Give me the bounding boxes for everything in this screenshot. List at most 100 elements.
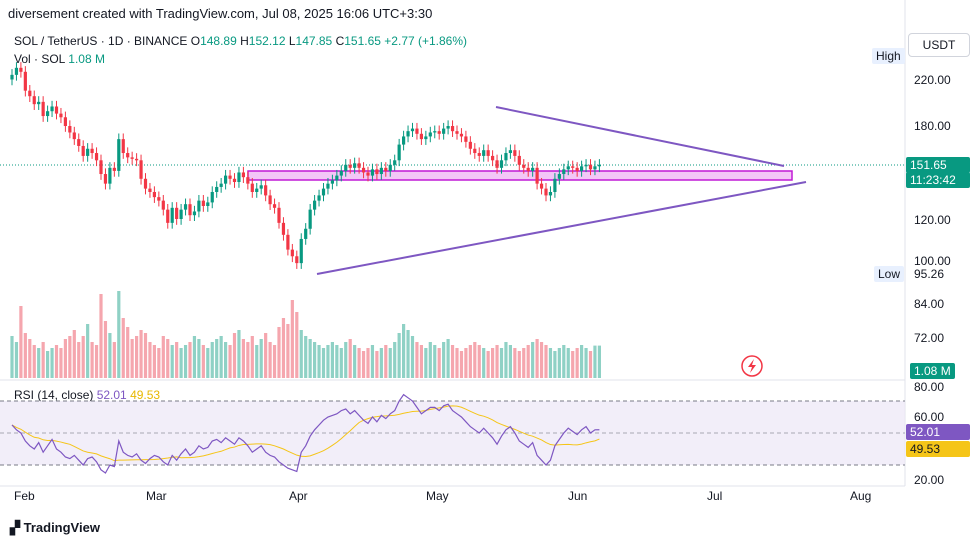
volume-bar [486,351,490,378]
volume-bar [308,339,312,378]
open-label: O [190,34,201,48]
volume-bar [450,345,455,378]
volume-bar [86,324,90,378]
volume-bar [526,345,530,378]
candle-body [152,191,156,198]
candle-body [148,188,152,192]
volume-bar [593,345,597,378]
volume-bar [508,345,512,378]
candle-body [10,74,14,80]
candle-body [455,131,459,134]
candle-body [19,67,23,72]
candle-body [593,166,597,170]
support-zone-box[interactable] [247,170,793,181]
countdown-tag: 11:23:42 [906,172,970,188]
candle-body [54,106,59,114]
low-value: 147.85 [295,34,333,48]
volume-bar [152,345,156,378]
candle-body [143,178,148,189]
candle-body [23,71,27,91]
volume-bar [539,342,544,378]
volume-bar [250,336,254,378]
candle-body [580,166,584,171]
candle-body [535,167,539,184]
candle-body [353,163,357,168]
volume-bar [517,351,521,378]
price-axis-label: 220.00 [914,73,951,87]
candle-body [72,132,76,140]
candle-body [59,113,63,118]
volume-bar [375,351,379,378]
upper-trendline[interactable] [495,106,785,167]
candle-body [575,167,579,171]
volume-bar [103,321,108,378]
candle-body [268,195,272,205]
rsi-label[interactable]: RSI (14, close) [14,388,94,402]
volume-bar [54,345,59,378]
candle-body [415,128,419,134]
candle-body [348,164,352,168]
volume-bar [237,330,241,378]
candle-body [94,153,99,161]
time-axis-label: Jun [568,489,588,503]
candle-body [201,200,205,206]
volume-bar [161,336,165,378]
rsi-lines [11,393,600,474]
candle-body [321,188,326,196]
volume-bar [535,339,539,378]
volume-bar [246,342,250,378]
currency-button[interactable]: USDT [908,33,970,57]
tradingview-logo[interactable]: ▞ TradingView [10,520,100,536]
candle-body [232,178,237,183]
lightning-alert-icon[interactable] [741,355,763,377]
volume-bar [571,351,575,378]
lower-trendline[interactable] [316,181,807,275]
candle-body [192,211,197,216]
candle-body [375,169,379,175]
price-axis-label: 72.00 [914,331,945,345]
volume-bar [255,345,259,378]
volume-bar [366,348,370,378]
volume-bar [117,291,121,378]
symbol-name[interactable]: SOL / TetherUS · 1D · BINANCE [14,34,188,48]
volume-bar [192,336,197,378]
volume-bar [317,345,321,378]
candle-body [508,150,512,154]
volume-bar [130,339,134,378]
volume-bar [402,324,406,378]
volume-label[interactable]: Vol · SOL [14,52,65,66]
rsi-line [11,393,600,474]
volume-bar [482,348,486,378]
volume-bar [77,342,81,378]
volume-bar [499,348,504,378]
volume-bar [433,345,437,378]
volume-bar [580,345,584,378]
candle-body [228,175,232,179]
volume-tag: 1.08 M [910,363,955,379]
close-value: 151.65 [344,34,381,48]
volume-bar [188,342,192,378]
candle-body [188,204,192,216]
candle-body [361,167,366,173]
volume-bar [566,348,570,378]
volume-bar [90,342,94,378]
candle-body [99,160,103,175]
candle-body [539,183,544,189]
candle-body [41,101,45,117]
candle-body [126,153,130,158]
candle-body [86,148,90,156]
candle-body [157,197,161,201]
volume-bar [179,348,183,378]
chart-header-text: diversement created with TradingView.com… [8,6,433,21]
volume-bar [59,348,63,378]
candle-body [28,90,32,97]
volume-bar [415,342,419,378]
candle-body [477,153,481,156]
candle-body [437,131,441,134]
volume-bar [557,348,561,378]
volume-bar [183,345,188,378]
candle-body [428,132,432,137]
candle-body [286,234,290,250]
time-axis-label: Jul [707,489,723,503]
